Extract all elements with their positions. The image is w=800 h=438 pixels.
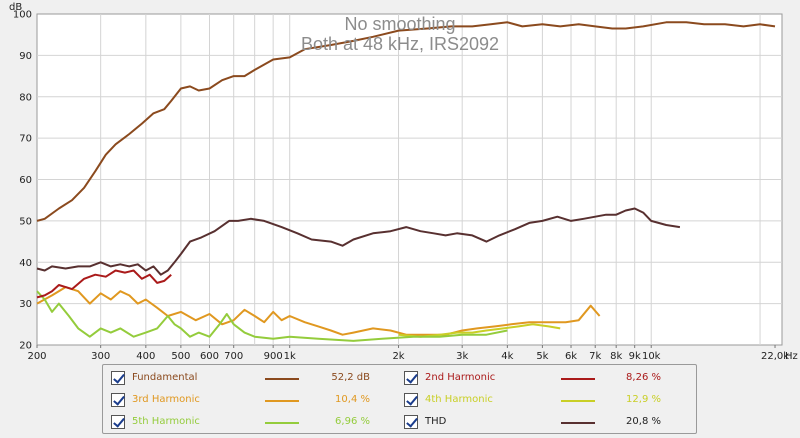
x-tick-label: 10k xyxy=(642,351,661,362)
2nd-harmonic-swatch xyxy=(561,378,595,380)
fundamental-value: 52,2 dB xyxy=(331,372,370,383)
y-tick-label: 70 xyxy=(19,134,32,145)
chart-title: No smoothing xyxy=(344,14,455,34)
legend: Fundamental 52,2 dB 2nd Harmonic 8,26 % … xyxy=(102,364,697,434)
x-tick-label: 6k xyxy=(565,351,577,362)
chart-subtitle: Both at 48 kHz, IRS2092 xyxy=(301,34,499,54)
y-tick-label: 60 xyxy=(19,175,32,186)
y-tick-label: 90 xyxy=(19,51,32,62)
y-tick-label: 20 xyxy=(19,341,32,352)
x-axis-unit: Hz xyxy=(785,351,798,362)
5th-harmonic-checkbox[interactable] xyxy=(111,415,125,429)
x-tick-label: 400 xyxy=(136,351,155,362)
x-tick-label: 2k xyxy=(392,351,404,362)
3rd-harmonic-checkbox[interactable] xyxy=(111,393,125,407)
5th-harmonic-value: 6,96 % xyxy=(335,416,370,427)
x-tick-label: 900 xyxy=(264,351,283,362)
fundamental-label: Fundamental xyxy=(132,372,198,383)
x-tick-label: 600 xyxy=(200,351,219,362)
4th-harmonic-checkbox[interactable] xyxy=(404,393,418,407)
series-line-3rd-harmonic xyxy=(36,286,601,336)
thd-swatch xyxy=(561,422,595,424)
x-tick-label: 1k xyxy=(284,351,296,362)
x-tick-label: 7k xyxy=(589,351,601,362)
y-tick-label: 100 xyxy=(13,10,32,21)
fundamental-swatch xyxy=(265,378,299,380)
y-tick-label: 30 xyxy=(19,299,32,310)
thd-checkbox[interactable] xyxy=(404,415,418,429)
3rd-harmonic-swatch xyxy=(265,400,299,402)
x-tick-label: 3k xyxy=(456,351,468,362)
x-tick-label: 8k xyxy=(610,351,622,362)
3rd-harmonic-label: 3rd Harmonic xyxy=(132,394,200,405)
5th-harmonic-swatch xyxy=(265,422,299,424)
legend-row: 3rd Harmonic 10,4 % 4th Harmonic 12,9 % xyxy=(103,390,696,412)
2nd-harmonic-checkbox[interactable] xyxy=(404,371,418,385)
thd-label: THD xyxy=(425,416,447,427)
3rd-harmonic-value: 10,4 % xyxy=(335,394,370,405)
tick-labels: 20 30 40 50 60 70 80 90 100 200 300 400 500 600 700 900… xyxy=(13,10,789,363)
series-line-4th-harmonic xyxy=(398,323,561,338)
x-tick-label: 5k xyxy=(536,351,548,362)
x-tick-label: 9k xyxy=(629,351,641,362)
2nd-harmonic-label: 2nd Harmonic xyxy=(425,372,496,383)
series-line-fundamental xyxy=(36,21,776,222)
fundamental-checkbox[interactable] xyxy=(111,371,125,385)
series-line-5th-harmonic xyxy=(36,290,508,342)
4th-harmonic-value: 12,9 % xyxy=(626,394,661,405)
legend-row: 5th Harmonic 6,96 % THD 20,8 % xyxy=(103,412,696,434)
x-tick-label: 200 xyxy=(27,351,46,362)
x-tick-label: 4k xyxy=(501,351,513,362)
4th-harmonic-swatch xyxy=(561,400,595,402)
y-axis-label: dB xyxy=(9,2,22,13)
5th-harmonic-label: 5th Harmonic xyxy=(132,416,200,427)
x-tick-label: 300 xyxy=(91,351,110,362)
y-tick-label: 50 xyxy=(19,216,32,227)
y-tick-label: 80 xyxy=(19,92,32,103)
x-tick-label: 500 xyxy=(171,351,190,362)
y-tick-label: 40 xyxy=(19,258,32,269)
series-lines xyxy=(36,21,776,342)
thd-value: 20,8 % xyxy=(626,416,661,427)
series-line-2nd-harmonic xyxy=(36,269,172,299)
grid xyxy=(37,14,782,345)
series-line-thd xyxy=(36,207,681,276)
2nd-harmonic-value: 8,26 % xyxy=(626,372,661,383)
x-tick-label: 700 xyxy=(224,351,243,362)
legend-row: Fundamental 52,2 dB 2nd Harmonic 8,26 % xyxy=(103,368,696,390)
x-tick-label: 22,0k xyxy=(761,351,789,362)
4th-harmonic-label: 4th Harmonic xyxy=(425,394,493,405)
